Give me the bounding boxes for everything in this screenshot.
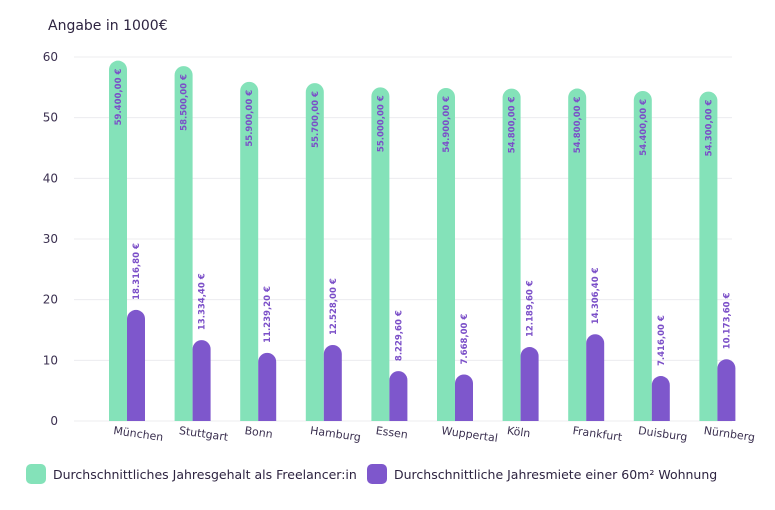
- legend-swatch-salary: [26, 464, 46, 484]
- y-tick-label: 60: [43, 50, 58, 64]
- x-category-label: Bonn: [244, 424, 274, 441]
- x-category-label: Duisburg: [637, 424, 688, 444]
- bar-rent: [127, 309, 145, 421]
- legend-swatch-rent: [367, 464, 387, 484]
- data-label-salary: 55.700,00 €: [311, 91, 321, 148]
- legend: Durchschnittliches Jahresgehalt als Free…: [26, 464, 717, 484]
- x-category-label: Köln: [506, 424, 531, 440]
- legend-label-salary: Durchschnittliches Jahresgehalt als Free…: [53, 467, 357, 482]
- data-label-salary: 54.800,00 €: [573, 96, 583, 153]
- legend-label-rent: Durchschnittliche Jahresmiete einer 60m²…: [394, 467, 717, 482]
- x-category-label: Frankfurt: [572, 424, 624, 444]
- gridlines: [74, 56, 732, 422]
- bar-rent: [192, 340, 211, 421]
- y-tick-label: 20: [43, 293, 58, 307]
- data-label-salary: 55.900,00 €: [245, 90, 255, 147]
- data-label-rent: 11.239,20 €: [263, 286, 273, 343]
- bar-rent: [258, 352, 277, 421]
- data-label-salary: 54.400,00 €: [639, 99, 649, 156]
- x-category-label: Essen: [375, 424, 409, 441]
- data-label-salary: 59.400,00 €: [114, 69, 124, 126]
- data-label-rent: 14.306,40 €: [591, 267, 601, 324]
- data-label-salary: 54.900,00 €: [442, 96, 452, 153]
- x-axis-categories: München Stuttgart Bonn Hamburg Essen Wupperta…: [113, 424, 756, 445]
- bar-rent: [323, 344, 342, 421]
- data-label-salary: 54.800,00 €: [508, 96, 518, 153]
- y-tick-label: 40: [43, 171, 58, 185]
- bar-rent: [520, 347, 539, 421]
- y-axis-ticks: 0 10 20 30 40 50 60: [43, 50, 58, 428]
- bar-salary: [437, 87, 455, 421]
- data-label-rent: 18.316,80 €: [132, 243, 142, 300]
- bar-salary: [240, 81, 259, 422]
- data-label-rent: 7.416,00 €: [657, 315, 667, 366]
- data-label-rent: 10.173,60 €: [722, 292, 732, 349]
- bar-rent: [586, 334, 605, 421]
- bar-salary: [568, 88, 587, 422]
- bar-salary: [502, 88, 521, 422]
- bar-salary: [633, 90, 652, 422]
- x-category-label: Wuppertal: [441, 424, 499, 445]
- y-tick-label: 10: [43, 353, 58, 367]
- bar-salary: [109, 60, 127, 421]
- bar-salary: [371, 87, 390, 421]
- data-label-salary: 55.000,00 €: [376, 95, 386, 152]
- bar-rent: [651, 376, 670, 421]
- data-label-rent: 8.229,60 €: [394, 310, 404, 361]
- y-axis-title: Angabe in 1000€: [48, 18, 168, 34]
- data-label-rent: 13.334,40 €: [198, 273, 208, 330]
- x-category-label: München: [113, 424, 165, 444]
- y-tick-label: 30: [43, 232, 58, 246]
- bar-salary: [174, 66, 193, 421]
- bar-salary: [305, 83, 324, 421]
- bar-salary: [699, 91, 718, 421]
- data-label-rent: 7.668,00 €: [460, 314, 470, 365]
- data-label-salary: 54.300,00 €: [704, 99, 714, 156]
- bar-rent: [717, 359, 736, 421]
- data-label-salary: 58.500,00 €: [180, 74, 190, 131]
- x-category-label: Nürnberg: [703, 424, 756, 444]
- data-label-rent: 12.189,60 €: [526, 280, 536, 337]
- bars: [109, 60, 736, 422]
- x-category-label: Hamburg: [309, 424, 361, 444]
- bar-rent: [389, 371, 408, 421]
- bar-rent: [455, 374, 473, 421]
- y-tick-label: 50: [43, 111, 58, 125]
- x-category-label: Stuttgart: [178, 424, 229, 444]
- data-labels: 59.400,00 € 18.316,80 € 58.500,00 € 13.334,…: [114, 69, 732, 366]
- data-label-rent: 12.528,00 €: [329, 278, 339, 335]
- y-tick-label: 0: [50, 414, 58, 428]
